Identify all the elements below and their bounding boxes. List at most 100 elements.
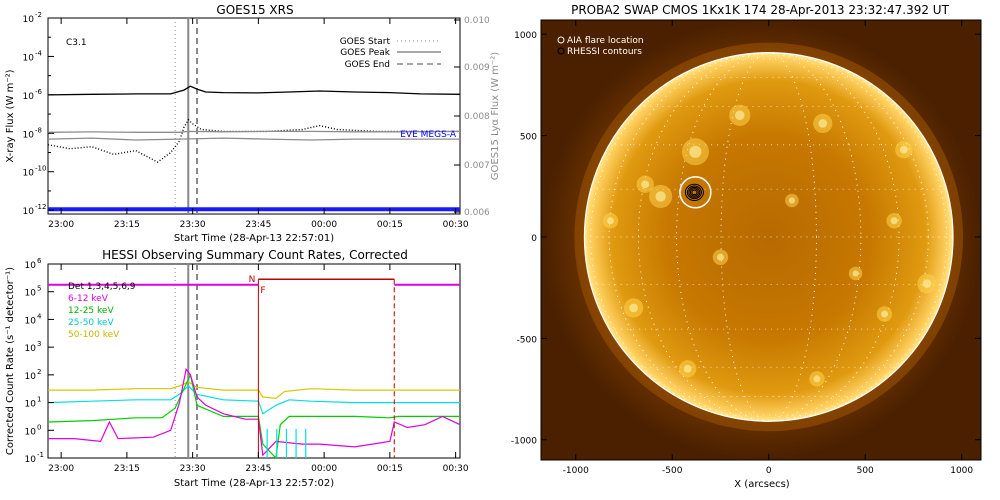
swap-rhessi-contour-1	[686, 185, 702, 200]
swap-legend-flare-icon	[557, 36, 565, 44]
goes-eve-label: EVE MEGS-A	[400, 130, 457, 140]
hessi-ytick-label-1: 10	[25, 289, 37, 299]
goes-xtick-label-0: 23:00	[48, 220, 74, 230]
swap-xtick-label-4: 1000	[950, 466, 973, 476]
hessi-xtick-label-6: 00:30	[443, 464, 469, 474]
hessi-xtick-label-2: 23:30	[180, 464, 206, 474]
goes-ylabel: X-ray Flux (W m⁻²)	[5, 69, 16, 162]
swap-legend-contour-icon	[557, 47, 565, 55]
hessi-x-axis: 23:00 23:15 23:30 23:45 00:00 00:15 00:30	[48, 264, 469, 474]
swap-legend: AIA flare location RHESSI contours	[557, 36, 644, 57]
hessi-xtick-label-3: 23:45	[245, 464, 271, 474]
swap-flare-circle	[679, 176, 712, 209]
hessi-ytick-label-3: 10	[25, 344, 37, 354]
hessi-flag-flare-label: F	[260, 286, 265, 296]
goes-xlabel: Start Time (28-Apr-13 22:57:01)	[174, 233, 334, 244]
goes-ytick-exp-1: -4	[35, 49, 43, 57]
swap-grid-lon	[608, 52, 929, 422]
swap-active-regions	[602, 104, 937, 387]
swap-heliographic-grid	[584, 52, 954, 422]
swap-legend-flare-label: AIA flare location	[567, 36, 644, 46]
hessi-ytick-exp-1: 5	[37, 285, 41, 293]
swap-xtick-label-3: 500	[857, 466, 874, 476]
goes-ytick-exp-5: -12	[35, 203, 46, 211]
goes-legend: GOES Start GOES Peak GOES End	[340, 37, 441, 70]
swap-ytick-label-4: -1000	[511, 437, 537, 447]
hessi-legend-det: Det 1,3,4,5,6,9	[68, 282, 136, 292]
swap-grid-lon	[590, 52, 948, 422]
hessi-ytick-label-2: 10	[25, 316, 37, 326]
swap-bright-core-6	[922, 279, 932, 288]
swap-ytick-label-2: 0	[531, 234, 537, 244]
swap-plot-frame	[540, 19, 982, 461]
goes-ytick-label-2: 10	[23, 92, 35, 102]
hessi-legend: Det 1,3,4,5,6,9 6-12 keV 12-25 keV 25-50…	[68, 282, 136, 340]
hessi-legend-12-25: 12-25 keV	[68, 306, 114, 316]
hessi-ytick-exp-2: 4	[37, 312, 42, 320]
swap-bright-core-13	[890, 217, 898, 225]
hessi-xtick-label-1: 23:15	[114, 464, 140, 474]
goes-xtick-label-1: 23:15	[114, 220, 140, 230]
swap-ytick-label-0: 1000	[514, 31, 537, 41]
swap-bright-core-9	[717, 253, 724, 261]
goes-ytick-exp-2: -6	[35, 88, 43, 96]
swap-bright-core-5	[899, 145, 908, 154]
swap-disk-body	[584, 52, 954, 422]
hessi-ytick-label-4: 10	[25, 372, 37, 382]
hessi-ytick-exp-4: 2	[37, 368, 41, 376]
swap-grid-lon	[638, 52, 900, 422]
goes-ytick-exp-4: -10	[35, 165, 46, 173]
goes-series-group	[47, 85, 461, 212]
hessi-ytick-label-7: 10	[25, 455, 37, 465]
hessi-legend-50-100: 50-100 keV	[68, 330, 120, 340]
hessi-ytick-exp-0: 6	[37, 257, 42, 265]
hessi-panel: HESSI Observing Summary Count Rates, Cor…	[5, 248, 469, 489]
hessi-ytick-label-6: 10	[25, 427, 37, 437]
hessi-ytick-label-5: 10	[25, 400, 37, 410]
swap-solar-disk	[574, 42, 964, 432]
swap-legend-contour-label: RHESSI contours	[567, 47, 642, 57]
swap-grid-lon	[676, 52, 862, 422]
goes-legend-peak-label: GOES Peak	[340, 48, 390, 58]
hessi-xtick-label-0: 23:00	[48, 464, 74, 474]
goes-x-axis: 23:00 23:15 23:30 23:45 00:00 00:15 00:30	[48, 18, 469, 230]
goes-plot-frame	[47, 17, 461, 215]
goes-series-1	[47, 118, 460, 163]
hessi-ytick-exp-6: 0	[37, 423, 41, 431]
swap-bright-core-3	[734, 110, 745, 121]
hessi-legend-6-12: 6-12 keV	[68, 294, 109, 304]
swap-bright-core-11	[788, 197, 795, 204]
goes-xtick-label-3: 23:45	[245, 220, 271, 230]
swap-ytick-label-1: 500	[520, 133, 537, 143]
goes-time-markers	[174, 18, 199, 214]
goes-legend-end-label: GOES End	[345, 60, 390, 70]
swap-bright-core-1	[641, 180, 650, 189]
hessi-time-markers	[174, 264, 199, 458]
goes-xtick-label-5: 00:15	[377, 220, 403, 230]
goes-y2-axis: 0.010 0.009 0.008 0.007 0.006	[454, 16, 490, 218]
goes-series-2	[47, 130, 461, 133]
swap-x-axis: -1000 -500 0 500 1000	[563, 20, 973, 476]
swap-bright-core-15	[813, 375, 821, 383]
goes-title: GOES15 XRS	[216, 3, 293, 17]
swap-bright-core-8	[852, 270, 859, 277]
swap-flare-marker	[679, 176, 712, 209]
swap-ytick-label-3: -500	[517, 335, 538, 345]
hessi-ytick-exp-7: -1	[37, 451, 44, 459]
swap-rhessi-contour-3	[689, 188, 699, 197]
goes-xtick-label-4: 00:00	[311, 220, 337, 230]
swap-xlabel: X (arcsecs)	[734, 479, 790, 490]
hessi-flag-night-label: N	[249, 275, 256, 285]
swap-panel: PROBA2 SWAP CMOS 1Kx1K 174 28-Apr-2013 2…	[511, 3, 982, 490]
hessi-series-0-0	[48, 381, 460, 400]
hessi-xtick-label-5: 00:15	[377, 464, 403, 474]
goes-ytick-label-5: 10	[23, 207, 35, 217]
goes-legend-start-label: GOES Start	[340, 37, 391, 47]
swap-xtick-label-2: 0	[766, 466, 772, 476]
hessi-ytick-exp-5: 1	[37, 396, 41, 404]
hessi-xlabel: Start Time (28-Apr-13 22:57:02)	[174, 478, 334, 489]
hessi-xtick-label-4: 00:00	[311, 464, 337, 474]
swap-title: PROBA2 SWAP CMOS 1Kx1K 174 28-Apr-2013 2…	[571, 3, 949, 17]
